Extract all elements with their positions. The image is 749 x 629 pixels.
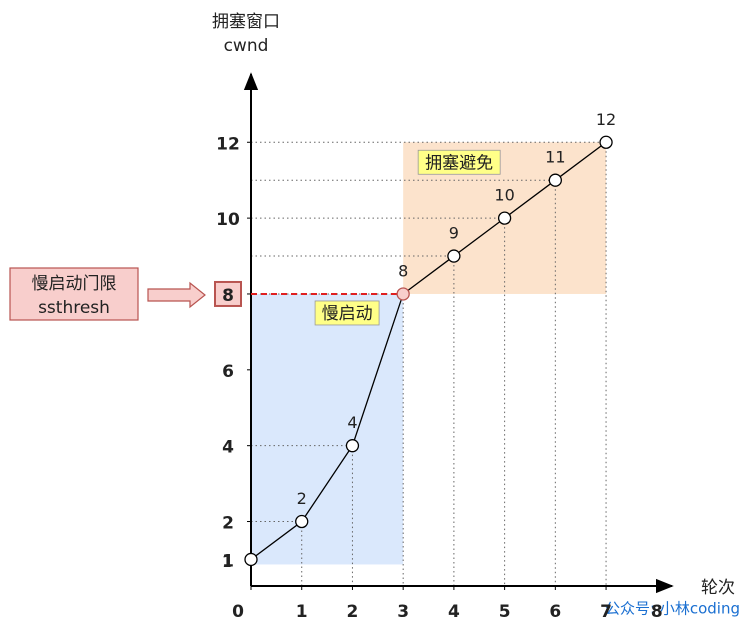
data-label: 1 <box>222 552 232 571</box>
data-label: 8 <box>398 261 408 280</box>
data-point <box>497 211 512 225</box>
phase-label: 慢启动 <box>322 303 373 324</box>
x-tick-label: 4 <box>448 602 460 622</box>
ssthresh-label: ssthresh <box>38 298 110 318</box>
data-label: 4 <box>347 413 357 432</box>
x-tick-label: 6 <box>549 602 561 622</box>
data-point <box>599 135 613 149</box>
data-label: 2 <box>297 489 307 508</box>
watermark: 公众号: 小林coding <box>605 600 740 618</box>
data-point <box>396 287 410 301</box>
y-axis-unit: cwnd <box>224 36 269 56</box>
data-label: 9 <box>449 224 459 243</box>
x-tick-label: 3 <box>397 602 409 622</box>
y-axis-title: 拥塞窗口 <box>212 12 280 32</box>
phase-region <box>251 293 404 565</box>
x-axis-title: 轮次 <box>701 578 735 598</box>
x-tick-label: 1 <box>296 602 308 622</box>
phase-label-box <box>417 149 501 175</box>
y-tick-label: 6 <box>222 362 234 382</box>
data-point <box>244 552 258 567</box>
x-tick-label: 7 <box>600 602 612 622</box>
y-tick-label: 4 <box>222 438 234 458</box>
data-label: 12 <box>596 110 616 129</box>
phase-label: 拥塞避免 <box>425 153 493 173</box>
ssthresh-tick-box <box>214 280 242 307</box>
x-tick-label: 8 <box>651 602 663 622</box>
data-label: 10 <box>494 186 514 205</box>
ssthresh-callout <box>9 267 139 321</box>
data-label: 11 <box>545 148 565 167</box>
ssthresh-label: 慢启动门限 <box>32 273 117 294</box>
data-point <box>345 439 360 453</box>
y-tick-label: 12 <box>216 134 240 154</box>
y-tick-label: 2 <box>222 514 234 534</box>
phase-label-box <box>314 300 380 326</box>
y-tick-label: 8 <box>222 286 234 306</box>
x-tick-label: 2 <box>347 602 359 622</box>
data-point <box>295 514 309 529</box>
x-tick-label: 0 <box>232 602 244 622</box>
callout-arrow <box>147 281 206 309</box>
data-point <box>548 173 562 187</box>
y-tick-label: 1 <box>222 551 234 571</box>
x-tick-label: 5 <box>499 602 511 622</box>
series-line <box>250 141 607 560</box>
data-point <box>447 249 461 263</box>
y-tick-label: 10 <box>216 210 240 230</box>
